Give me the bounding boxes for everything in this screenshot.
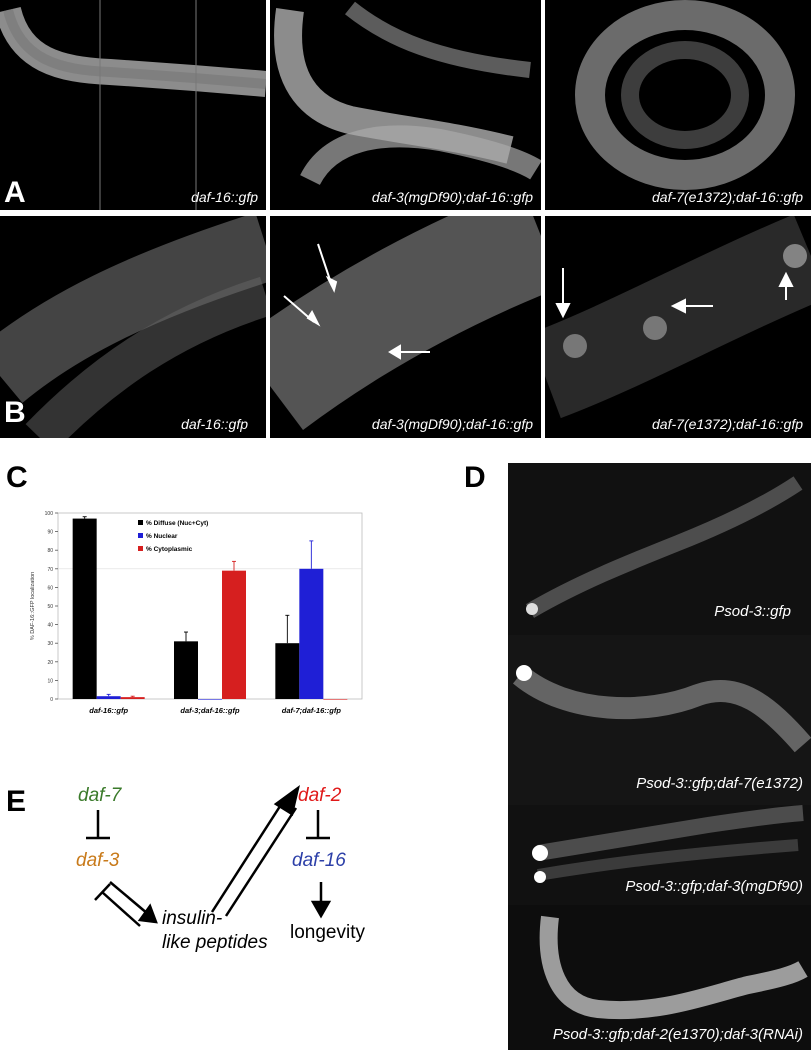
y-tick-label: 20 <box>47 660 53 666</box>
micrograph-d2: Psod-3::gfp;daf-7(e1372) <box>508 635 811 805</box>
y-tick-label: 50 <box>47 604 53 610</box>
bar <box>275 643 300 699</box>
legend-swatch <box>138 520 143 525</box>
legend-label: % Diffuse (Nuc+Cyt) <box>146 520 208 527</box>
micrograph-b2: daf-3(mgDf90);daf-16::gfp <box>270 216 541 438</box>
pathway-diagram <box>86 785 332 927</box>
y-tick-label: 30 <box>47 641 53 647</box>
bar <box>198 699 222 700</box>
bar-chart: 0 10 20 30 40 50 60 70 80 90 100% DAF-16::GFP loca… <box>10 503 380 725</box>
y-tick-label: 40 <box>47 623 53 629</box>
y-tick-label: 60 <box>47 585 53 591</box>
caption-b2: daf-3(mgDf90);daf-16::gfp <box>371 416 533 432</box>
y-tick-label: 90 <box>47 530 53 536</box>
caption-a2: daf-3(mgDf90);daf-16::gfp <box>371 189 533 205</box>
x-tick-label: daf-7;daf-16::gfp <box>282 706 342 715</box>
micrograph-a3: daf-7(e1372);daf-16::gfp <box>545 0 811 210</box>
x-tick-label: daf-3;daf-16::gfp <box>180 706 240 715</box>
y-tick-label: 100 <box>45 511 54 517</box>
caption-d1: Psod-3::gfp <box>714 603 791 620</box>
bar <box>222 570 246 699</box>
x-tick-label: daf-16::gfp <box>89 706 128 715</box>
bar <box>96 696 121 699</box>
micrograph-d4: Psod-3::gfp;daf-2(e1370);daf-3(RNAi) <box>508 905 811 1050</box>
micrograph-d3: Psod-3::gfp;daf-3(mgDf90) <box>508 805 811 905</box>
bar <box>120 697 145 699</box>
longevity-label: longevity <box>290 922 365 943</box>
inhibition-daf7-daf3 <box>86 810 110 840</box>
panel-label-b: B <box>4 396 26 429</box>
legend-swatch <box>138 546 143 551</box>
y-tick-label: 80 <box>47 548 53 554</box>
legend-label: % Nuclear <box>146 533 178 540</box>
panel-label-c: C <box>6 461 28 494</box>
caption-d2: Psod-3::gfp;daf-7(e1372) <box>636 775 803 792</box>
insulin-label-line1: insulin- <box>162 908 223 929</box>
bar <box>323 699 348 700</box>
panel-label-d: D <box>464 461 486 494</box>
micrograph-a2: daf-3(mgDf90);daf-16::gfp <box>270 0 541 210</box>
bar <box>174 641 198 699</box>
caption-b1: daf-16::gfp <box>181 416 248 432</box>
gene-daf-7: daf-7 <box>78 785 122 806</box>
panel-label-e: E <box>6 785 27 818</box>
legend-swatch <box>138 533 143 538</box>
micrograph-d1: Psod-3::gfp <box>508 463 811 635</box>
gene-daf-2: daf-2 <box>298 785 342 806</box>
micrograph-a1: A daf-16::gfp <box>0 0 266 210</box>
insulin-label-line2: like peptides <box>162 932 268 953</box>
caption-d4: Psod-3::gfp;daf-2(e1370);daf-3(RNAi) <box>552 1026 803 1043</box>
micrograph-b1: B daf-16::gfp <box>0 216 266 438</box>
gene-daf-16: daf-16 <box>292 850 346 871</box>
y-tick-label: 0 <box>50 697 53 703</box>
caption-b3: daf-7(e1372);daf-16::gfp <box>652 416 803 432</box>
panel-label-a: A <box>4 176 26 209</box>
y-axis-label: % DAF-16::GFP localization <box>30 572 36 640</box>
micrograph-b3: daf-7(e1372);daf-16::gfp <box>545 216 811 438</box>
caption-a3: daf-7(e1372);daf-16::gfp <box>652 189 803 205</box>
chart-svg: 0 10 20 30 40 50 60 70 80 90 100% DAF-16::GFP loca… <box>30 511 363 715</box>
y-tick-label: 70 <box>47 567 53 573</box>
bar <box>72 518 97 699</box>
bar <box>299 568 324 699</box>
legend-label: % Cytoplasmic <box>146 546 193 553</box>
gene-daf-3: daf-3 <box>76 850 120 871</box>
y-tick-label: 10 <box>47 678 53 684</box>
caption-d3: Psod-3::gfp;daf-3(mgDf90) <box>625 878 803 895</box>
caption-a1: daf-16::gfp <box>191 189 258 205</box>
arrow-icon <box>317 243 338 293</box>
